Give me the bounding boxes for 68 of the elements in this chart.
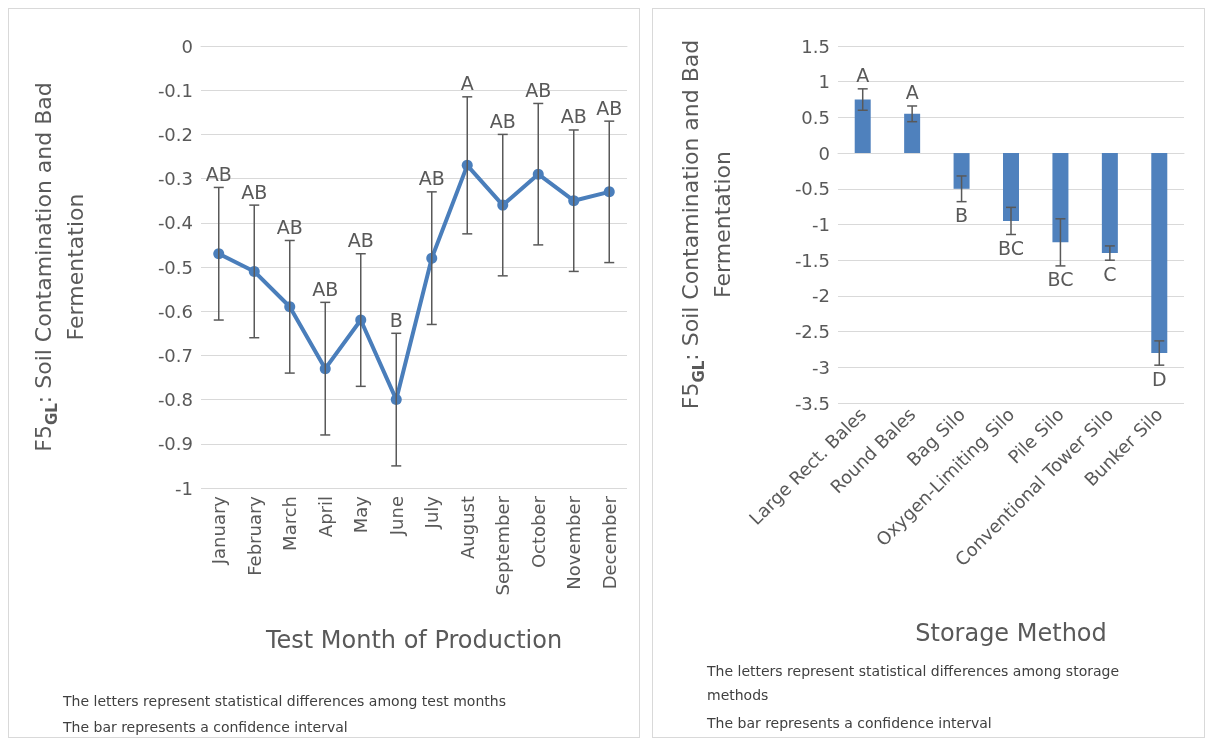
x-tick-label: November (563, 495, 585, 590)
y-tick-label: -0.8 (157, 389, 193, 411)
annotation: BC (1047, 268, 1074, 291)
bar (904, 113, 921, 154)
y-tick-label: -0.1 (157, 79, 193, 101)
bar (1101, 153, 1118, 254)
y-tick-label: 1.5 (801, 35, 830, 57)
bar (854, 99, 871, 154)
annotation: AB (489, 109, 516, 132)
x-tick-label: February (243, 495, 265, 576)
y-tick-label: 1 (818, 71, 830, 93)
x-axis-title: Storage Method (915, 619, 1107, 647)
annotation: AB (205, 162, 232, 185)
text: The letters represent statistical differences among test months (62, 693, 506, 709)
x-tick-label: May (350, 495, 372, 534)
bar (1003, 153, 1019, 221)
x-tick-label: April (314, 496, 336, 538)
x-tick-label: June (385, 496, 407, 537)
bar (1052, 153, 1069, 243)
y-tick-label: -0.9 (157, 433, 193, 455)
y-tick-label: -0.5 (157, 256, 193, 278)
annotation: AB (560, 105, 587, 128)
x-tick-label: January (208, 495, 230, 566)
y-tick-label: -1 (175, 477, 193, 499)
y-tick-label: 0 (818, 142, 830, 164)
y-tick-label: -0.5 (794, 178, 830, 200)
x-tick-label: August (456, 496, 478, 559)
y-tick-label: -0.6 (157, 300, 193, 322)
y-tick-label: -1 (812, 214, 830, 235)
y-axis-title: F5GL: Soil Contamination and Bad Fermentation (677, 39, 735, 410)
annotation: C (1103, 262, 1117, 285)
x-axis-title: Test Month of Production (264, 626, 563, 654)
annotation: AB (347, 229, 374, 252)
y-tick-label: -3 (812, 356, 830, 378)
annotation: AB (312, 277, 339, 300)
y-tick-label: -0.7 (157, 344, 193, 366)
annotation: B (389, 308, 403, 331)
y-tick-label: -3.5 (794, 392, 830, 414)
annotation: AB (418, 167, 445, 190)
x-tick-label: March (279, 496, 301, 551)
y-tick-label: -1.5 (794, 249, 830, 271)
bar (953, 153, 970, 189)
x-tick-label: July (421, 495, 443, 530)
bar (1151, 153, 1168, 354)
y-tick-label: -0.4 (157, 212, 193, 234)
y-tick-label: 0 (181, 35, 193, 57)
y-tick-label: 0.5 (801, 106, 830, 128)
y-tick-label: -2 (812, 285, 830, 307)
annotation: B (955, 204, 969, 227)
annotation: AB (596, 96, 623, 119)
annotation: AB (276, 215, 303, 238)
annotation: A (905, 81, 919, 104)
text: The letters represent statistical differences among storage methods (706, 663, 1124, 703)
annotation: A (460, 72, 474, 95)
annotation: AB (241, 180, 268, 203)
x-tick-label: December (598, 495, 620, 590)
y-tick-label: -0.3 (157, 168, 193, 190)
text: The bar represents a confidence interval (706, 715, 992, 731)
x-tick-label: October (527, 495, 549, 569)
text: The bar represents a confidence interval (62, 719, 348, 735)
annotation: AB (525, 78, 552, 101)
annotation: A (856, 64, 870, 87)
y-tick-label: -0.2 (157, 123, 193, 145)
x-tick-label: September (492, 495, 514, 596)
y-tick-label: -2.5 (794, 321, 830, 343)
y-axis-title: F5GL: Soil Contamination and Bad Fermentation (30, 82, 88, 452)
annotation: BC (998, 237, 1024, 259)
annotation: D (1151, 367, 1167, 390)
